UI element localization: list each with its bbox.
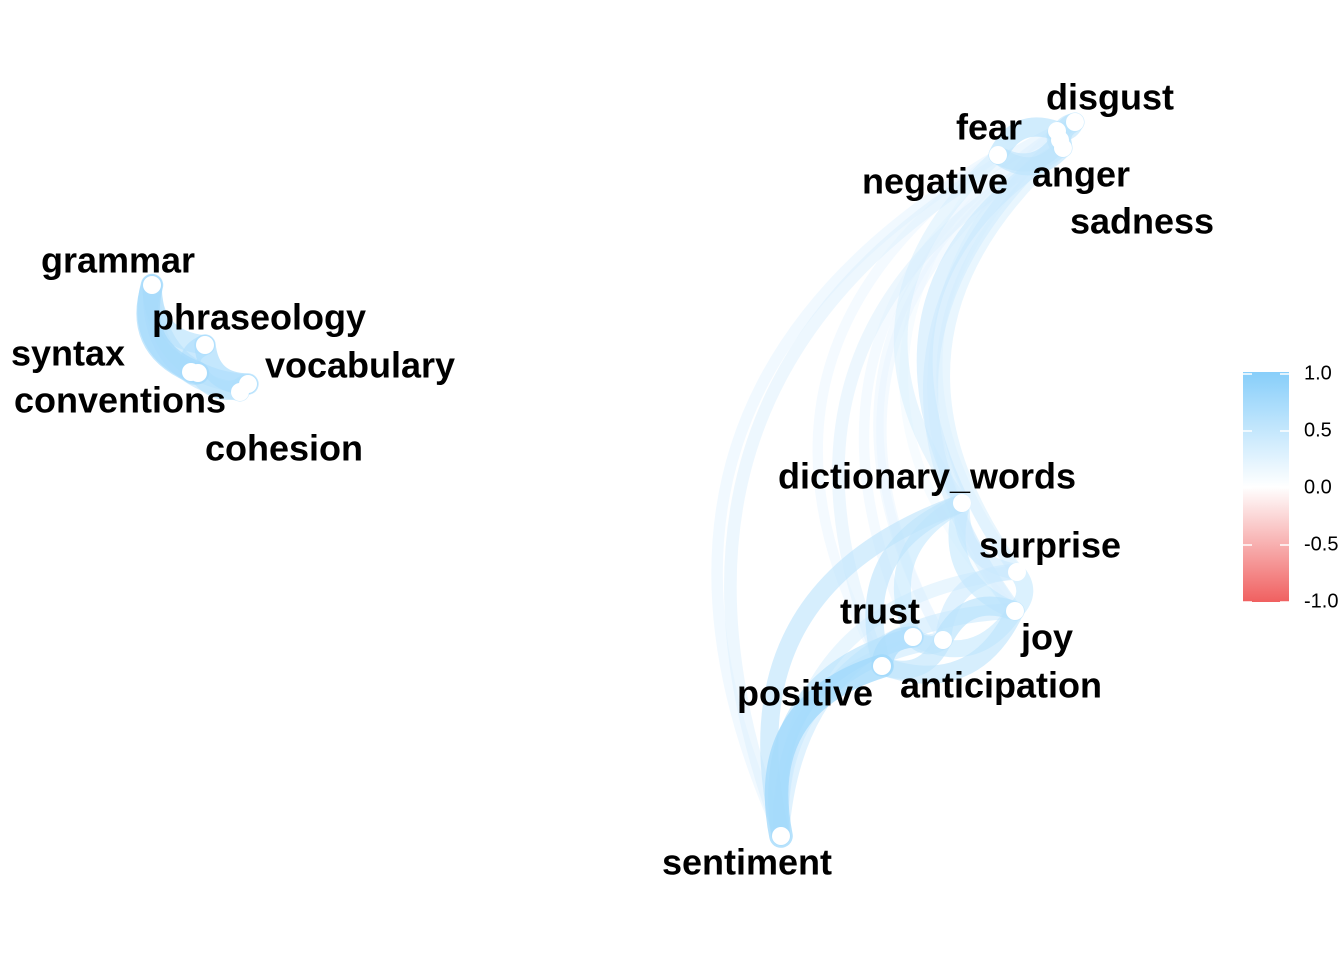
color-legend: 1.0 0.5 0.0 -0.5 -1.0 [1243, 362, 1338, 612]
node-phraseology [196, 336, 214, 354]
legend-tick-label: 0.5 [1304, 419, 1332, 441]
node-sadness [1051, 131, 1069, 149]
node-label-positive: positive [737, 673, 873, 714]
node-label-conventions: conventions [14, 380, 226, 421]
legend-tick-label: 0.0 [1304, 476, 1332, 498]
node-label-disgust: disgust [1046, 77, 1174, 118]
edge-negative-sentiment [711, 149, 1004, 842]
node-label-joy: joy [1020, 617, 1073, 658]
legend-tick-label: -1.0 [1304, 590, 1338, 612]
node-conventions [189, 364, 207, 382]
node-label-surprise: surprise [979, 525, 1121, 566]
node-joy [1006, 602, 1024, 620]
node-label-negative: negative [862, 161, 1008, 202]
node-label-anticipation: anticipation [900, 665, 1102, 706]
node-label-phraseology: phraseology [152, 297, 366, 338]
edge-anger-dictionary_words [916, 140, 1071, 511]
edge-positive-sentiment [764, 654, 894, 848]
node-positive [873, 657, 891, 675]
legend-tick-label: 1.0 [1304, 362, 1332, 384]
node-label-sadness: sadness [1070, 201, 1214, 242]
node-label-grammar: grammar [41, 240, 195, 281]
legend-tick-label: -0.5 [1304, 533, 1338, 555]
node-dictionary-words [953, 494, 971, 512]
node-label-sentiment: sentiment [662, 842, 832, 883]
node-label-dictionary-words: dictionary_words [778, 456, 1076, 497]
node-sentiment [772, 827, 790, 845]
node-label-vocabulary: vocabulary [265, 345, 455, 386]
edge-joy-anticipation [933, 596, 1025, 650]
node-label-fear: fear [956, 107, 1022, 148]
node-grammar [143, 276, 161, 294]
labels-layer: grammar phraseology syntax conventions vocab… [11, 77, 1214, 883]
node-label-syntax: syntax [11, 333, 125, 374]
node-negative [989, 146, 1007, 164]
node-surprise [1008, 563, 1026, 581]
node-label-cohesion: cohesion [205, 428, 363, 469]
legend-colorbar [1243, 372, 1289, 602]
node-cohesion [231, 383, 249, 401]
node-label-trust: trust [840, 591, 920, 632]
node-label-anger: anger [1032, 154, 1130, 195]
nodes-layer [143, 113, 1084, 845]
node-disgust [1066, 113, 1084, 131]
node-trust [904, 628, 922, 646]
edge-fear-sentiment [724, 124, 1064, 843]
node-anticipation [934, 631, 952, 649]
